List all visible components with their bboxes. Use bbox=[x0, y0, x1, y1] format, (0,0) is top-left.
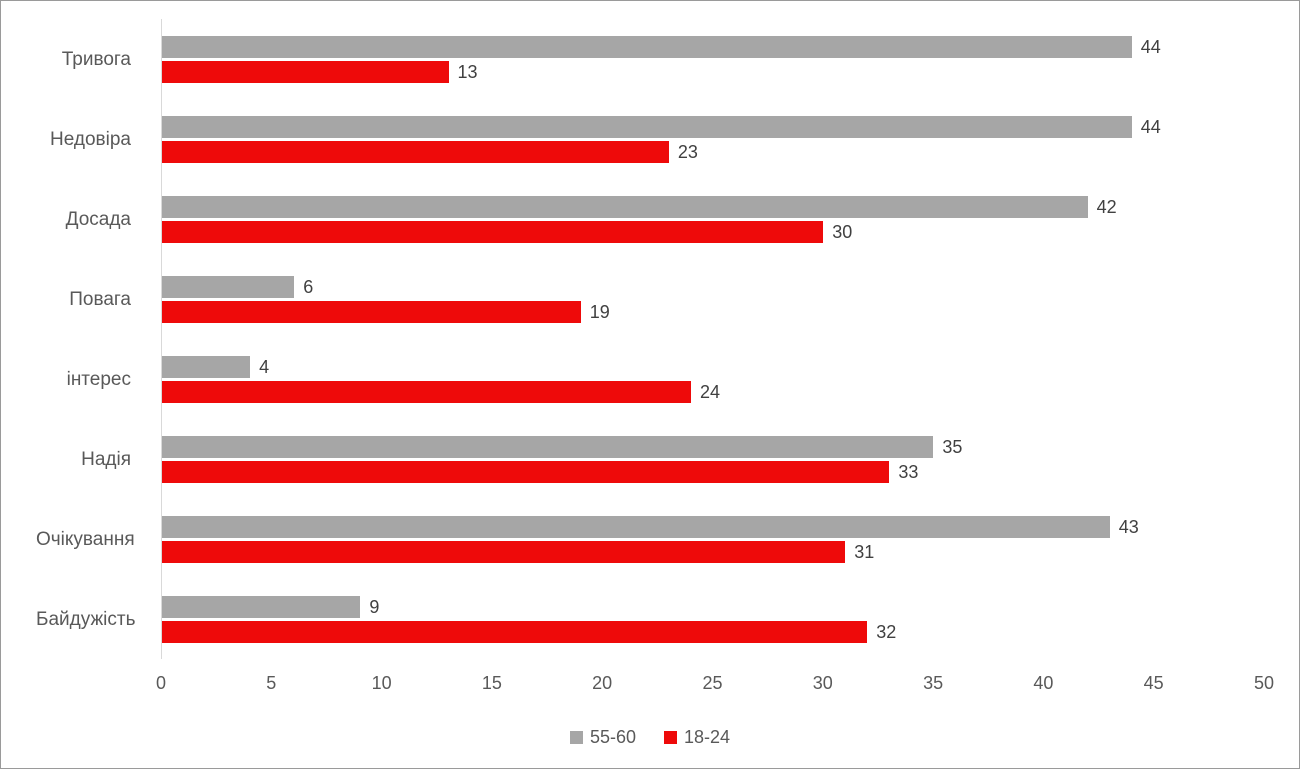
bar-group: 4 24 bbox=[162, 355, 1264, 403]
bar-18-24 bbox=[162, 540, 846, 563]
x-tick-label: 50 bbox=[1253, 673, 1275, 693]
bar-line: 42 bbox=[162, 195, 1264, 218]
bar-18-24 bbox=[162, 300, 581, 323]
bar-group: 44 23 bbox=[162, 115, 1264, 163]
category-axis: Тривога Недовіра Досада Повага інтерес Надія О… bbox=[36, 19, 161, 659]
value-label: 30 bbox=[832, 221, 853, 242]
value-label: 23 bbox=[677, 141, 698, 162]
legend-swatch-icon bbox=[569, 731, 583, 744]
x-axis: 0 5 10 15 20 25 30 35 40 45 50 bbox=[156, 673, 1274, 697]
x-tick-label: 45 bbox=[1143, 673, 1164, 693]
bar-55-60 bbox=[162, 35, 1132, 58]
bar-55-60 bbox=[162, 595, 361, 618]
bar-18-24 bbox=[162, 220, 824, 243]
legend-item: 55-60 bbox=[569, 727, 636, 748]
chart-body: Тривога Недовіра Досада Повага інтерес Надія О… bbox=[36, 19, 1264, 659]
bar-group: 9 32 bbox=[162, 595, 1264, 643]
bar-line: 43 bbox=[162, 515, 1264, 538]
bar-55-60 bbox=[162, 275, 295, 298]
bar-55-60 bbox=[162, 195, 1088, 218]
bar-55-60 bbox=[162, 115, 1132, 138]
bar-line: 32 bbox=[162, 620, 1264, 643]
value-label: 31 bbox=[854, 541, 875, 562]
bar-55-60 bbox=[162, 515, 1110, 538]
bar-18-24 bbox=[162, 380, 691, 403]
bar-line: 31 bbox=[162, 540, 1264, 563]
x-tick-label: 25 bbox=[702, 673, 723, 693]
legend: 55-60 18-24 bbox=[1, 727, 1299, 748]
value-label: 4 bbox=[259, 356, 270, 377]
category-label: Надія bbox=[81, 448, 131, 470]
bar-18-24 bbox=[162, 60, 449, 83]
bar-18-24 bbox=[162, 460, 890, 483]
value-label: 44 bbox=[1140, 116, 1161, 137]
category-label: Недовіра bbox=[50, 128, 131, 150]
x-tick-label: 0 bbox=[155, 673, 167, 693]
value-label: 19 bbox=[589, 301, 610, 322]
bar-line: 23 bbox=[162, 140, 1264, 163]
category-label: Очікування bbox=[36, 528, 135, 550]
bar-line: 6 bbox=[162, 275, 1264, 298]
x-tick-label: 10 bbox=[371, 673, 392, 693]
x-tick-label: 35 bbox=[923, 673, 944, 693]
bar-line: 30 bbox=[162, 220, 1264, 243]
bar-18-24 bbox=[162, 620, 868, 643]
value-label: 42 bbox=[1096, 196, 1117, 217]
value-label: 24 bbox=[699, 381, 720, 402]
bar-line: 44 bbox=[162, 115, 1264, 138]
legend-label: 55-60 bbox=[589, 727, 636, 747]
bar-line: 4 bbox=[162, 355, 1264, 378]
bar-line: 24 bbox=[162, 380, 1264, 403]
value-label: 13 bbox=[457, 61, 478, 82]
x-tick-label: 5 bbox=[266, 673, 277, 693]
x-tick-label: 20 bbox=[592, 673, 613, 693]
bar-line: 33 bbox=[162, 460, 1264, 483]
value-label: 32 bbox=[876, 621, 897, 642]
bar-group: 42 30 bbox=[162, 195, 1264, 243]
category-label: Досада bbox=[65, 208, 131, 230]
bar-line: 9 bbox=[162, 595, 1264, 618]
value-label: 43 bbox=[1118, 516, 1139, 537]
category-label: Тривога bbox=[61, 48, 131, 70]
bar-group: 43 31 bbox=[162, 515, 1264, 563]
category-label: Байдужість bbox=[36, 608, 136, 630]
legend-label: 18-24 bbox=[684, 727, 731, 747]
bar-group: 6 19 bbox=[162, 275, 1264, 323]
bar-group: 35 33 bbox=[162, 435, 1264, 483]
plot-area: 44 13 44 23 42 30 6 19 4 24 35 33 43 31 9 32 bbox=[161, 19, 1264, 659]
value-label: 9 bbox=[369, 596, 380, 617]
bar-line: 19 bbox=[162, 300, 1264, 323]
bar-18-24 bbox=[162, 140, 669, 163]
bar-55-60 bbox=[162, 435, 934, 458]
value-label: 35 bbox=[942, 436, 963, 457]
legend-swatch-icon bbox=[664, 731, 677, 744]
bar-group: 44 13 bbox=[162, 35, 1264, 83]
value-label: 33 bbox=[898, 461, 919, 482]
category-label: Повага bbox=[69, 288, 131, 310]
x-tick-label: 15 bbox=[481, 673, 502, 693]
legend-item: 18-24 bbox=[664, 727, 730, 748]
x-tick-label: 40 bbox=[1033, 673, 1054, 693]
bar-line: 13 bbox=[162, 60, 1264, 83]
value-label: 44 bbox=[1140, 36, 1161, 57]
x-tick-label: 30 bbox=[812, 673, 833, 693]
bar-line: 44 bbox=[162, 35, 1264, 58]
bar-line: 35 bbox=[162, 435, 1264, 458]
value-label: 6 bbox=[303, 276, 314, 297]
bar-55-60 bbox=[162, 355, 251, 378]
category-label: інтерес bbox=[66, 368, 131, 390]
